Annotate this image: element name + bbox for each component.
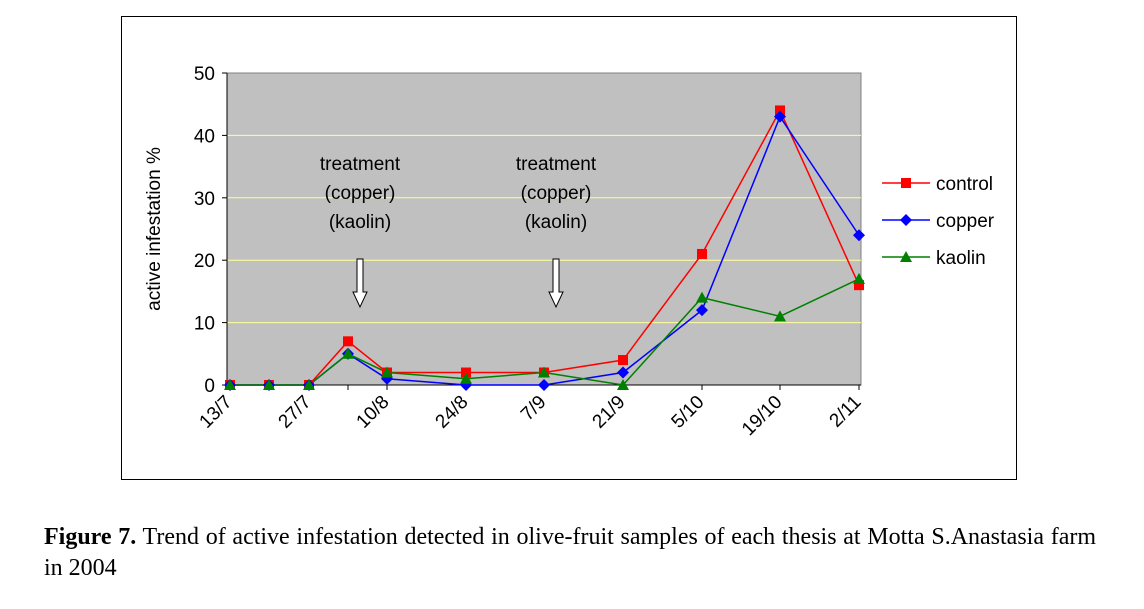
data-point <box>900 214 912 226</box>
y-axis-label: active infestation % <box>144 147 165 311</box>
data-point <box>460 372 472 384</box>
legend-label: copper <box>936 211 995 232</box>
data-point <box>900 251 912 262</box>
figure-caption: Figure 7. Trend of active infestation de… <box>44 522 1096 584</box>
legend-label: control <box>936 174 993 195</box>
y-tick-label: 20 <box>194 251 215 272</box>
x-tick-label: 27/7 <box>275 392 316 433</box>
x-tick-label: 19/10 <box>738 392 786 440</box>
y-tick-label: 50 <box>194 64 215 85</box>
data-point <box>538 379 550 391</box>
plot-area <box>226 72 862 386</box>
x-tick-label: 21/9 <box>589 392 630 433</box>
annotation-text: (copper) <box>325 183 396 204</box>
data-point <box>774 310 786 322</box>
y-tick-label: 0 <box>204 376 215 397</box>
y-tick-label: 30 <box>194 189 215 210</box>
data-point <box>696 291 708 303</box>
annotation-text: (copper) <box>521 183 592 204</box>
y-tick-label: 40 <box>194 126 215 147</box>
data-point <box>381 366 393 378</box>
line-chart: 0 10 20 30 40 50 13/7 27/7 10/8 24/8 7/9 21/9 5/10 19… <box>144 64 995 440</box>
annotation-text: (kaolin) <box>525 212 587 233</box>
x-tick-label: 5/10 <box>668 392 709 433</box>
x-tick-label: 24/8 <box>432 392 473 433</box>
x-tick-label: 10/8 <box>353 392 394 433</box>
data-point <box>263 379 275 390</box>
data-point <box>696 304 708 317</box>
data-point <box>618 355 628 366</box>
data-point <box>617 379 629 390</box>
data-point <box>901 178 911 188</box>
data-point <box>775 105 785 116</box>
x-tick-label: 13/7 <box>196 392 237 433</box>
data-point <box>853 229 865 242</box>
data-point <box>224 379 236 390</box>
data-point <box>853 272 865 284</box>
y-tick-label: 10 <box>194 314 215 335</box>
treatment-arrow <box>548 258 564 309</box>
data-point <box>343 336 353 347</box>
caption-label: Figure 7. <box>44 524 137 550</box>
data-point <box>342 347 354 359</box>
data-point <box>697 248 707 259</box>
x-tick-label: 7/9 <box>517 392 551 426</box>
annotation-text: treatment <box>320 154 401 175</box>
annotation-text: (kaolin) <box>329 212 391 233</box>
x-tick-label: 2/11 <box>826 392 866 432</box>
data-point <box>303 379 315 390</box>
data-point <box>538 366 550 378</box>
data-point <box>461 367 471 378</box>
data-point <box>854 280 864 291</box>
annotation-text: treatment <box>516 154 597 175</box>
caption-text: Trend of active infestation detected in … <box>44 524 1097 581</box>
legend-label: kaolin <box>936 248 986 269</box>
treatment-arrow <box>352 258 368 309</box>
chart-frame: 0 10 20 30 40 50 13/7 27/7 10/8 24/8 7/9 21/9 5/10 19… <box>121 16 1017 480</box>
data-point <box>774 110 786 123</box>
data-point <box>617 366 629 379</box>
